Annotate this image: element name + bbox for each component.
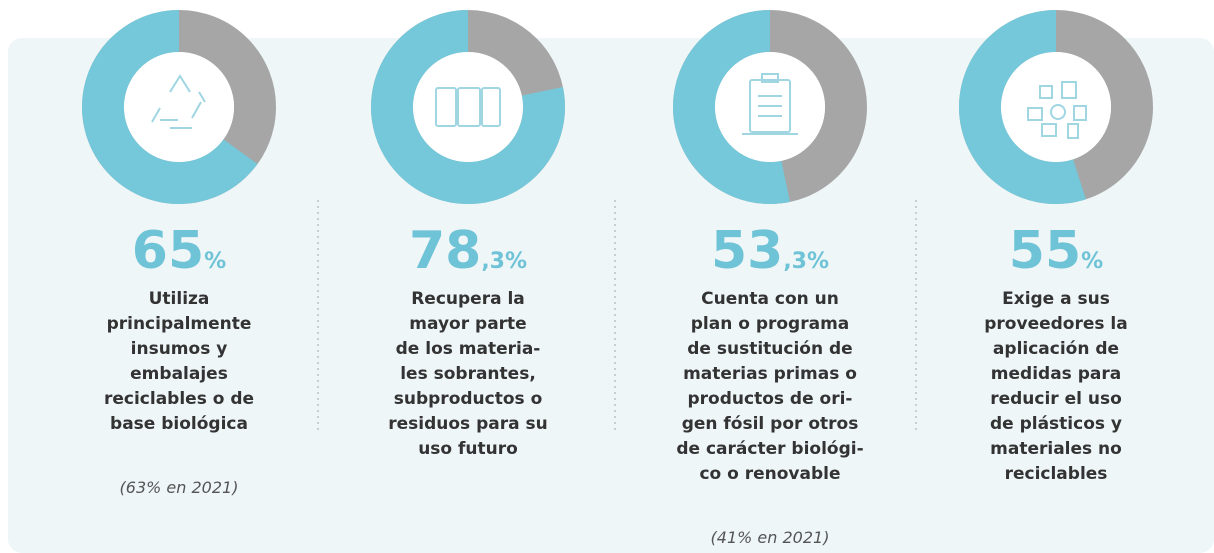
description-line: materiales no [990, 439, 1122, 459]
value-label: 55% [1009, 221, 1103, 281]
description-line: uso futuro [418, 439, 518, 459]
description-line: base biológica [110, 414, 248, 434]
note: (63% en 2021) [120, 478, 239, 497]
description-line: embalajes [130, 364, 228, 384]
description-line: de carácter biológi- [676, 439, 863, 459]
description-line: principalmente [107, 314, 252, 334]
separators [317, 200, 917, 432]
description-line: Cuenta con un [701, 289, 839, 309]
description-line: gen fósil por otros [682, 414, 859, 434]
description-line: de sustitución de [687, 339, 852, 359]
description-line: de los materia- [396, 339, 541, 359]
description-line: mayor parte [409, 314, 526, 334]
description-line: medidas para [991, 364, 1121, 384]
donut-segment [958, 10, 1086, 205]
description-line: Utiliza [149, 289, 210, 309]
description-line: reducir el uso [990, 389, 1122, 409]
donut-segment [672, 10, 790, 204]
donut-hole [1001, 52, 1111, 162]
description-line: aplicación de [993, 339, 1119, 359]
description-line: materias primas o [683, 364, 857, 384]
donut-segment [81, 10, 258, 205]
description-line: Recupera la [411, 289, 525, 309]
note: (41% en 2021) [711, 528, 830, 547]
donut-hole [124, 52, 234, 162]
description-line: reciclables [1005, 464, 1108, 484]
value-label: 53,3% [711, 221, 829, 281]
description-line: plan o programa [691, 314, 850, 334]
description-line: les sobrantes, [400, 364, 536, 384]
donuts: 65% Utiliza principalmente insumos y embalaj… [81, 10, 1153, 547]
description-line: subproductos o [394, 389, 543, 409]
value-label: 65% [132, 221, 226, 281]
description-line: co o renovable [699, 464, 840, 484]
description-line: proveedores la [984, 314, 1127, 334]
value-label: 78,3% [409, 221, 527, 281]
description-line: Exige a sus [1002, 289, 1110, 309]
description-line: productos de ori- [688, 389, 853, 409]
description-line: residuos para su [388, 414, 547, 434]
description-line: de plásticos y [990, 414, 1122, 434]
donut-hole [413, 52, 523, 162]
description-line: reciclables o de [104, 389, 254, 409]
donut-segment [371, 10, 566, 205]
panel [8, 38, 1214, 553]
description-line: insumos y [131, 339, 228, 359]
icons [151, 73, 1087, 139]
